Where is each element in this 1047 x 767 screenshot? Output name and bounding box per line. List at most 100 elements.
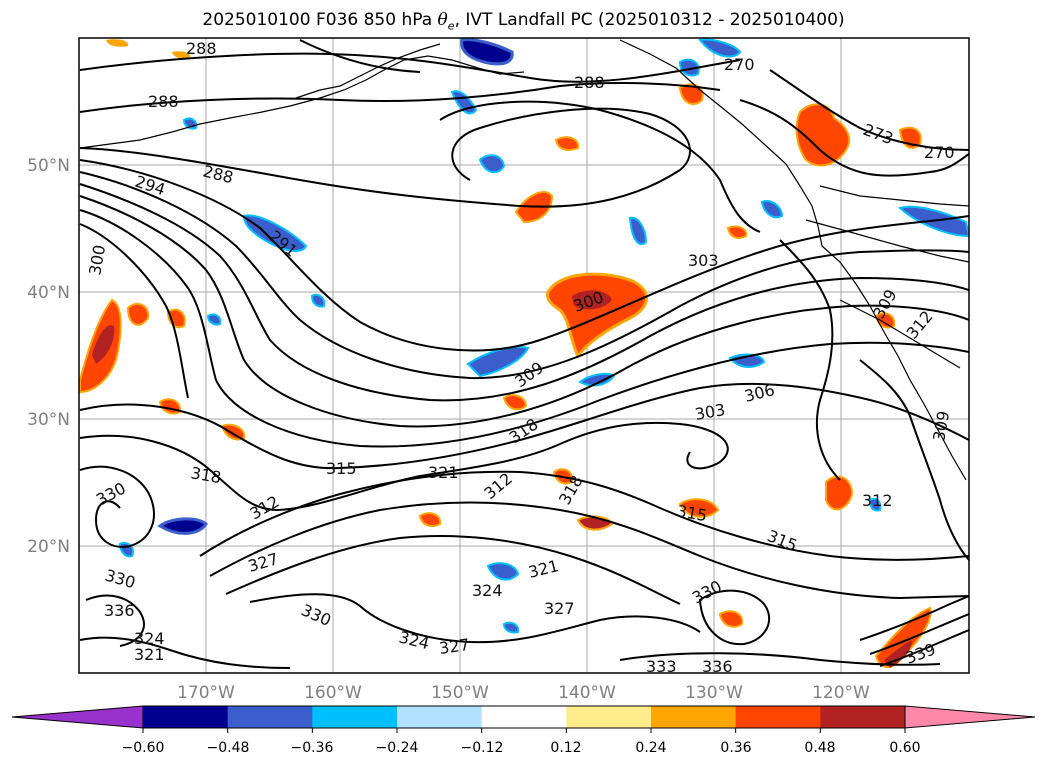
- contour-label: 324: [134, 629, 165, 648]
- lat-label: 30°N: [27, 410, 70, 430]
- lon-label: 130°W: [685, 683, 743, 703]
- colorbar-bin: [481, 706, 567, 728]
- theta-e-contours: [79, 39, 969, 669]
- contour-line: [79, 195, 969, 428]
- shade-patch: [478, 154, 506, 174]
- shade-patch: [460, 38, 514, 66]
- contour-line: [79, 171, 969, 380]
- shade-patch: [206, 313, 222, 326]
- contour-label: 333: [646, 657, 677, 676]
- colorbar-bin: [312, 706, 398, 728]
- shade-patch: [554, 136, 580, 151]
- contour-label: 321: [134, 645, 165, 664]
- shade-patch: [106, 39, 129, 47]
- shade-patch: [726, 225, 748, 239]
- shade-patch: [698, 38, 742, 58]
- shade-patch: [172, 51, 191, 59]
- shade-patch: [466, 346, 530, 378]
- lon-label: 160°W: [304, 683, 362, 703]
- contour-line: [79, 82, 721, 113]
- colorbar-bin: [735, 706, 821, 728]
- shade-patch: [678, 83, 704, 105]
- contour-label: 315: [326, 459, 357, 478]
- coastline-bc-border: [819, 185, 969, 207]
- shade-patch: [310, 293, 326, 308]
- contour-line: [199, 470, 969, 561]
- contour-label: 336: [702, 657, 733, 676]
- contour-line: [79, 223, 189, 399]
- graticule: [79, 38, 969, 673]
- shade-patch: [92, 325, 115, 364]
- contour-line: [79, 209, 969, 448]
- shade-patch: [628, 216, 648, 246]
- shade-patch: [157, 517, 208, 535]
- contour-label: 321: [428, 463, 459, 482]
- contour-line: [859, 359, 969, 561]
- shade-patch: [126, 302, 150, 326]
- shade-patch: [220, 423, 246, 441]
- colorbar-tick-label: −0.60: [122, 740, 165, 756]
- contour-label: 270: [724, 55, 755, 74]
- lat-label: 40°N: [27, 283, 70, 303]
- contour-line: [439, 100, 761, 233]
- shade-patch: [418, 512, 442, 527]
- colorbar-tick-label: 0.36: [720, 740, 751, 756]
- contour-line: [79, 465, 155, 548]
- contour-label: 324: [472, 581, 503, 600]
- coastline-aleutians: [79, 55, 525, 149]
- colorbar-ticks: −0.60 −0.48 −0.36 −0.24 −0.12 0.12 0.24 …: [122, 740, 921, 756]
- colorbar-tick-label: −0.12: [461, 740, 504, 756]
- contour-line: [869, 613, 969, 655]
- colorbar-tick-label: −0.36: [291, 740, 334, 756]
- contour-label: 327: [544, 599, 575, 618]
- colorbar-bins: [143, 706, 906, 728]
- lon-label: 170°W: [177, 683, 235, 703]
- coastline-state-border: [839, 299, 961, 369]
- contour-line: [739, 99, 969, 177]
- contour-label: 327: [438, 635, 471, 658]
- contour-label: 312: [862, 491, 893, 510]
- colorbar-bin: [566, 706, 652, 728]
- contour-line: [79, 159, 969, 352]
- contour-line: [85, 594, 145, 647]
- colorbar-tick-label: −0.24: [376, 740, 419, 756]
- shade-patch: [825, 475, 854, 511]
- shade-patch: [868, 497, 882, 512]
- shade-patch: [884, 640, 912, 668]
- shade-patch: [874, 606, 932, 668]
- shade-patch: [678, 498, 720, 518]
- colorbar-bin: [227, 706, 313, 728]
- contour-line: [879, 629, 969, 667]
- lat-label: 50°N: [27, 156, 70, 176]
- contour-label: 303: [688, 251, 719, 270]
- contour-line: [79, 636, 291, 669]
- contour-label: 288: [148, 92, 179, 111]
- colorbar-tickmarks: [142, 728, 906, 733]
- lon-label: 140°W: [558, 683, 616, 703]
- contour-label: 336: [104, 601, 135, 620]
- colorbar-bin: [651, 706, 737, 728]
- colorbar-tick-label: −0.48: [207, 740, 250, 756]
- colorbar: −0.60 −0.48 −0.36 −0.24 −0.12 0.12 0.24 …: [11, 705, 1036, 756]
- colorbar-tick-label: 0.60: [889, 740, 920, 756]
- lon-label: 120°W: [812, 683, 870, 703]
- contour-line: [619, 652, 941, 666]
- map-plot-area: 288 288 288 288 294 291 300 300 303 303 …: [79, 38, 969, 676]
- contour-line: [779, 239, 841, 481]
- lat-label: 20°N: [27, 537, 70, 557]
- ivt-pc-shading: [79, 38, 969, 668]
- contour-line: [859, 595, 969, 641]
- contour-line: [299, 39, 421, 73]
- shade-patch: [572, 290, 612, 310]
- shade-patch: [718, 610, 744, 628]
- colorbar-tick-label: 0.12: [550, 740, 581, 756]
- contour-line: [225, 535, 681, 605]
- coastline-state-border: [805, 219, 969, 263]
- shade-patch: [242, 214, 308, 252]
- colorbar-tick-label: 0.24: [635, 740, 666, 756]
- shade-patch: [486, 562, 520, 581]
- contour-line: [79, 183, 969, 402]
- colorbar-bin: [143, 706, 229, 728]
- longitude-labels: 170°W 160°W 150°W 140°W 130°W 120°W: [177, 683, 870, 703]
- colorbar-bin: [820, 706, 906, 728]
